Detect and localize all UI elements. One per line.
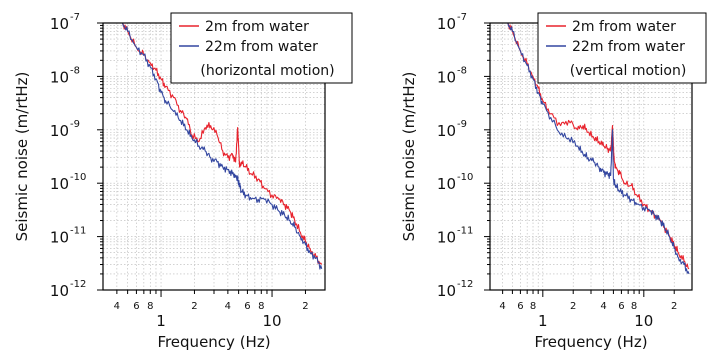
y-tick-label: 10 xyxy=(437,229,456,247)
y-tick-exponent: -7 xyxy=(70,12,80,23)
series-line-22m xyxy=(121,23,323,270)
x-minor-tick-label: 8 xyxy=(631,301,637,312)
x-axis-title: Frequency (Hz) xyxy=(157,333,270,351)
x-tick-label: 1 xyxy=(156,312,166,330)
y-tick-label: 10 xyxy=(50,68,69,86)
y-tick-label: 10 xyxy=(437,15,456,33)
x-minor-tick-label: 8 xyxy=(258,301,264,312)
legend-entry: 22m from water xyxy=(572,39,685,55)
legend-box xyxy=(170,12,353,84)
y-tick-exponent: -11 xyxy=(457,226,473,237)
y-tick-label: 10 xyxy=(437,282,456,300)
x-minor-tick-label: 6 xyxy=(133,301,139,312)
y-tick-label: 10 xyxy=(50,175,69,193)
x-minor-tick-label: 2 xyxy=(570,301,576,312)
y-tick-label: 10 xyxy=(437,68,456,86)
x-minor-tick-label: 2 xyxy=(302,301,308,312)
legend-entry: 2m from water xyxy=(572,19,676,35)
y-tick-exponent: -10 xyxy=(457,172,473,183)
y-tick-exponent: -11 xyxy=(70,226,86,237)
y-tick-label: 10 xyxy=(50,122,69,140)
y-tick-label: 10 xyxy=(50,229,69,247)
y-axis-title: Seismic noise (m/rtHz) xyxy=(13,72,31,242)
x-tick-label: 10 xyxy=(634,312,653,330)
y-tick-exponent: -7 xyxy=(457,12,467,23)
series-line-22m xyxy=(507,23,690,275)
x-minor-tick-label: 4 xyxy=(499,301,505,312)
legend: 2m from water 22m from water (vertical mot… xyxy=(537,12,707,84)
x-minor-tick-label: 6 xyxy=(517,301,523,312)
y-axis-title: Seismic noise (m/rtHz) xyxy=(400,72,418,242)
x-minor-tick-label: 6 xyxy=(244,301,250,312)
y-tick-exponent: -10 xyxy=(70,172,86,183)
x-minor-tick-label: 4 xyxy=(114,301,120,312)
y-tick-exponent: -9 xyxy=(457,119,467,130)
y-tick-label: 10 xyxy=(50,282,69,300)
x-minor-tick-label: 6 xyxy=(618,301,624,312)
legend: 2m from water 22m from water (horizontal m… xyxy=(170,12,353,84)
x-minor-tick-label: 2 xyxy=(191,301,197,312)
x-axis-title: Frequency (Hz) xyxy=(534,333,647,351)
y-tick-exponent: -8 xyxy=(70,65,80,76)
y-tick-exponent: -9 xyxy=(70,119,80,130)
y-tick-label: 10 xyxy=(437,175,456,193)
x-tick-label: 10 xyxy=(262,312,281,330)
series-line-2m xyxy=(122,23,323,265)
x-minor-tick-label: 8 xyxy=(147,301,153,312)
legend-entry: 2m from water xyxy=(205,19,309,35)
y-tick-label: 10 xyxy=(437,122,456,140)
y-tick-exponent: -8 xyxy=(457,65,467,76)
legend-note: (horizontal motion) xyxy=(200,63,334,79)
legend-entry: 22m from water xyxy=(205,39,318,55)
x-tick-label: 1 xyxy=(538,312,548,330)
x-minor-tick-label: 8 xyxy=(530,301,536,312)
legend-box xyxy=(537,12,707,84)
y-tick-label: 10 xyxy=(50,15,69,33)
x-minor-tick-label: 2 xyxy=(671,301,677,312)
x-minor-tick-label: 4 xyxy=(600,301,606,312)
y-tick-exponent: -12 xyxy=(70,279,86,290)
x-minor-tick-label: 4 xyxy=(225,301,231,312)
legend-note: (vertical motion) xyxy=(570,63,687,79)
y-tick-exponent: -12 xyxy=(457,279,473,290)
